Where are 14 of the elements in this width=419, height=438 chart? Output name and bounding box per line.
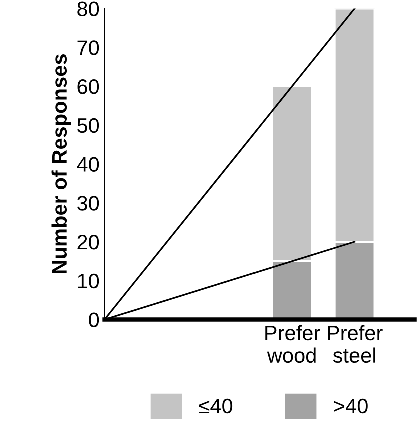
- y-tick-label: 10: [78, 274, 100, 289]
- x-tick-label: Prefer wood: [266, 325, 320, 364]
- y-axis-title: Number of Responses: [52, 54, 72, 274]
- y-tick-label: 0: [89, 312, 100, 328]
- y-tick-label: 70: [78, 40, 100, 56]
- y-tick-label: 80: [78, 2, 100, 17]
- y-tick-label: 60: [78, 80, 100, 94]
- legend-label: >40: [334, 398, 368, 414]
- y-tick-label: 30: [78, 196, 100, 211]
- y-tick-label: 40: [77, 157, 100, 172]
- y-tick-label: 50: [78, 118, 100, 134]
- x-tick-label: Prefer steel: [328, 325, 383, 364]
- y-tick-label: 20: [78, 234, 100, 250]
- legend-label: ≤40: [199, 398, 233, 414]
